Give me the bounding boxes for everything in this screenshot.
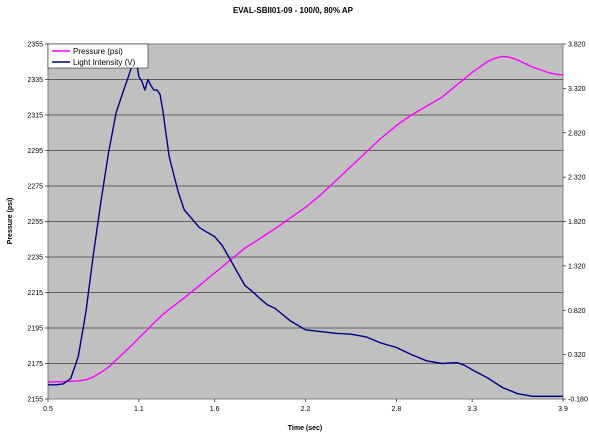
y-tick-label: 2235: [27, 255, 43, 262]
y2-tick-label: 2.320: [568, 175, 586, 182]
legend-label-light-intensity: Light Intensity (V): [73, 58, 136, 67]
y-axis-label: Pressure (psi): [7, 198, 14, 245]
series-line-light-intensity-v: [48, 58, 563, 397]
legend-label-pressure: Pressure (psi): [73, 47, 123, 56]
y2-tick-label: -0.180: [568, 397, 588, 404]
y-tick-label: 2275: [27, 184, 43, 191]
y-tick-label: 2315: [27, 113, 43, 120]
gridlines: [48, 79, 563, 364]
y2-tick-label: 2.820: [568, 130, 586, 137]
y2-tick-label: 3.820: [568, 42, 586, 49]
y-tick-label: 2295: [27, 148, 43, 155]
x-tick-label: 3.3: [467, 406, 477, 413]
y2-tick-label: 1.820: [568, 219, 586, 226]
y-tick-label: 2355: [27, 42, 43, 49]
y-tick-label: 2155: [27, 397, 43, 404]
y2-tick-label: 0.320: [568, 352, 586, 359]
y-tick-label: 2175: [27, 361, 43, 368]
y2-tick-label: 1.320: [568, 263, 586, 270]
x-axis-label: Time (sec): [288, 425, 323, 432]
x-tick-label: 3.9: [558, 406, 568, 413]
x-tick-label: 1.6: [210, 406, 220, 413]
y-tick-label: 2255: [27, 219, 43, 226]
y-tick-label: 2195: [27, 326, 43, 333]
y2-tick-label: 0.820: [568, 308, 586, 315]
legend-box: [47, 43, 149, 69]
series-line-pressure-psi: [47, 55, 564, 383]
x-tick-label: 1.1: [134, 406, 144, 413]
x-tick-label: 2.8: [392, 406, 402, 413]
series-layer: [47, 55, 564, 397]
legend: Pressure (psi) Light Intensity (V): [47, 43, 149, 69]
y2-tick-label: 3.320: [568, 86, 586, 93]
x-tick-label: 0.5: [43, 406, 53, 413]
y-tick-label: 2215: [27, 290, 43, 297]
tick-labels: 2155 2175 2195 2215 2235 2255 2275 2295 2315 2335…: [27, 42, 588, 414]
y-tick-label: 2335: [27, 77, 43, 84]
chart-title: EVAL-SBII01-09 - 100/0, 80% AP: [233, 6, 354, 15]
x-tick-label: 2.2: [301, 406, 311, 413]
